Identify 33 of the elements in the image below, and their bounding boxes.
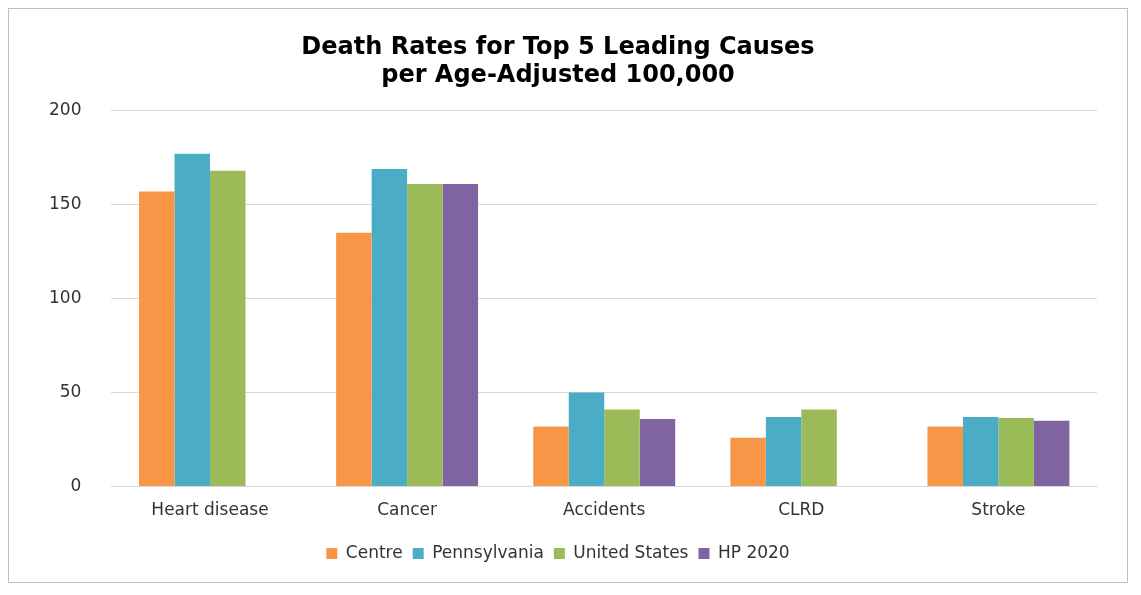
y-tick-label: 50	[59, 381, 82, 402]
bar	[604, 409, 640, 487]
bar	[730, 437, 766, 487]
bar	[962, 417, 999, 487]
y-tick-label: 100	[48, 287, 82, 308]
bar	[407, 183, 443, 487]
x-tick-label: Stroke	[971, 499, 1026, 520]
y-tick-label: 150	[48, 193, 82, 214]
x-tick-label: Accidents	[563, 499, 646, 520]
bar	[139, 191, 175, 487]
x-tick-label: Cancer	[377, 499, 438, 520]
bar	[801, 409, 837, 487]
bar	[1033, 420, 1070, 487]
chart-title: Death Rates for Top 5 Leading Causes per Age-Adjusted 100,000	[301, 31, 815, 89]
bar	[371, 168, 408, 487]
y-tick-label: 200	[48, 99, 82, 120]
x-tick-label: CLRD	[778, 499, 825, 520]
bar	[336, 232, 372, 487]
legend-label: Pennsylvania	[432, 541, 544, 562]
x-tick-label: Heart disease	[151, 499, 269, 520]
bar	[639, 418, 676, 487]
bar	[765, 417, 802, 487]
legend-label: Centre	[345, 541, 403, 562]
legend-label: United States	[573, 541, 689, 562]
bar	[927, 426, 963, 487]
bar	[533, 426, 569, 487]
bar	[442, 183, 479, 487]
bar	[174, 153, 210, 487]
bar	[210, 170, 246, 487]
y-tick-label: 0	[70, 475, 82, 496]
legend-label: HP 2020	[717, 541, 790, 562]
bar	[568, 392, 605, 487]
bar	[998, 417, 1034, 487]
